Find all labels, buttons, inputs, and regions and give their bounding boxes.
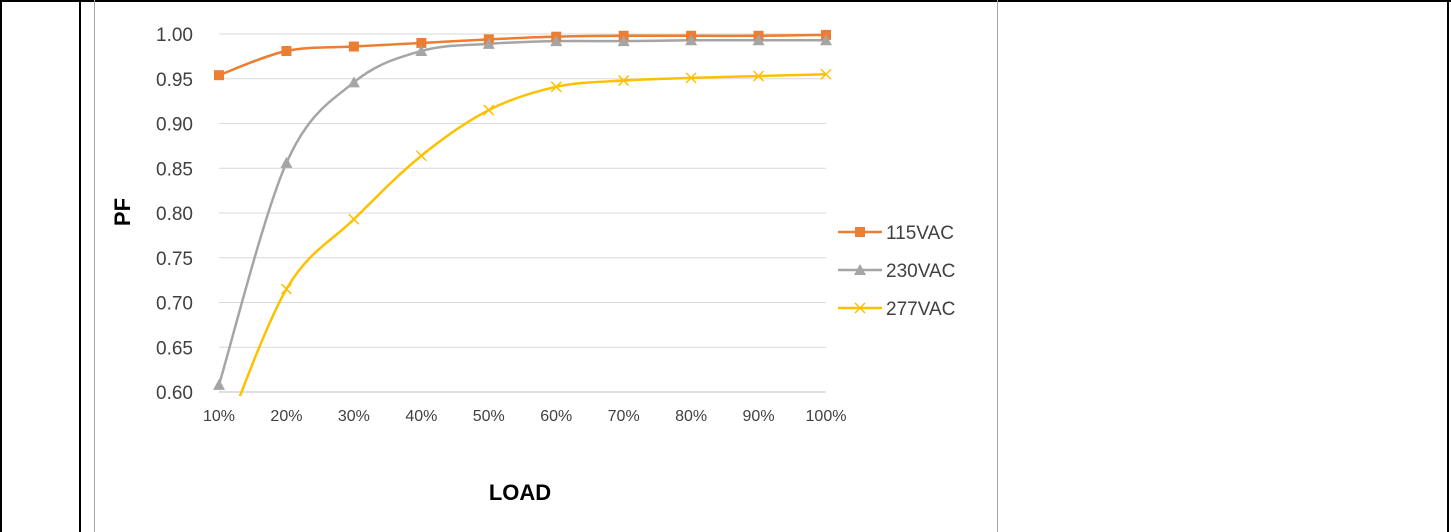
data-point xyxy=(281,46,292,57)
y-tick-label: 0.65 xyxy=(156,338,193,359)
y-tick-label: 0.80 xyxy=(156,204,193,225)
series-line xyxy=(218,33,827,77)
x-axis-title: LOAD xyxy=(489,480,551,505)
series-markers xyxy=(213,29,832,455)
gridlines xyxy=(219,33,826,393)
y-tick-label: 0.60 xyxy=(156,383,193,404)
y-tick-label: 0.85 xyxy=(156,159,193,180)
data-point xyxy=(685,72,697,84)
y-tick-label: 0.70 xyxy=(156,294,193,315)
data-point xyxy=(214,445,224,455)
data-point xyxy=(550,35,563,47)
series-line xyxy=(238,73,827,396)
chart-frame-left xyxy=(94,0,95,532)
data-point xyxy=(415,45,428,57)
data-point xyxy=(618,75,630,87)
data-point xyxy=(415,150,427,162)
data-point xyxy=(280,156,293,168)
legend-label: 115VAC xyxy=(886,223,954,244)
data-point xyxy=(482,37,495,49)
y-tick-labels: 0.60 0.65 0.70 0.75 0.80 0.85 0.90 0.95 1.00 xyxy=(156,25,193,404)
data-point xyxy=(280,283,292,295)
y-axis-title: PF xyxy=(110,198,135,226)
y-tick-label: 0.90 xyxy=(156,115,193,136)
x-tick-label: 10% xyxy=(203,408,235,425)
table-column-divider xyxy=(79,0,81,532)
data-point xyxy=(685,34,698,46)
x-tick-label: 20% xyxy=(270,408,302,425)
x-tick-label: 60% xyxy=(540,408,572,425)
series-lines xyxy=(217,33,827,396)
y-tick-label: 0.95 xyxy=(156,70,193,91)
data-point xyxy=(855,227,865,237)
data-point xyxy=(752,34,765,46)
y-tick-label: 0.75 xyxy=(156,249,193,270)
x-tick-label: 100% xyxy=(806,408,847,425)
data-point xyxy=(820,34,832,46)
data-point xyxy=(214,70,224,81)
x-tick-label: 40% xyxy=(405,408,437,425)
data-point xyxy=(213,378,225,390)
data-point xyxy=(348,213,360,225)
data-point xyxy=(617,35,630,47)
data-point xyxy=(348,41,359,52)
legend-label: 230VAC xyxy=(886,261,955,282)
x-tick-label: 90% xyxy=(743,408,775,425)
legend-label: 277VAC xyxy=(886,299,955,320)
x-tick-label: 50% xyxy=(473,408,505,425)
data-point xyxy=(854,302,866,314)
table-border-left xyxy=(0,0,2,532)
data-point xyxy=(416,37,427,48)
data-point xyxy=(550,81,562,93)
data-point xyxy=(854,264,866,275)
data-point xyxy=(753,70,765,82)
data-point xyxy=(347,76,360,88)
table-border-top xyxy=(0,0,1451,2)
x-tick-label: 80% xyxy=(675,408,707,425)
y-tick-label: 1.00 xyxy=(156,25,193,46)
data-point xyxy=(483,104,495,116)
x-tick-label: 30% xyxy=(338,408,370,425)
data-point xyxy=(820,68,832,80)
chart-frame-right xyxy=(997,0,998,532)
x-tick-label: 70% xyxy=(608,408,640,425)
table-border-right xyxy=(1447,0,1449,532)
x-tick-labels: 10% 20% 30% 40% 50% 60% 70% 80% 90% 100% xyxy=(203,408,846,425)
legend: 115VAC 230VAC 277VAC xyxy=(838,223,955,320)
